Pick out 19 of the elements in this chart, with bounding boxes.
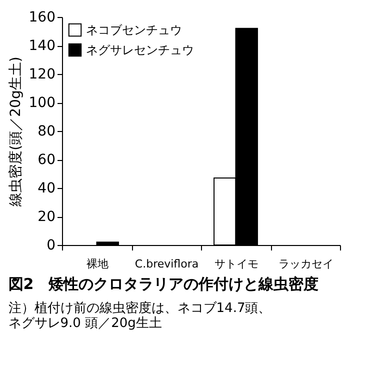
y-tick-label: 160 <box>28 10 56 26</box>
legend-label: ネグサレセンチュウ <box>86 43 194 57</box>
y-tick-label: 40 <box>38 180 56 196</box>
y-tick-label: 60 <box>38 152 56 168</box>
y-axis-title: 線虫密度(頭／20g生土) <box>8 56 24 208</box>
x-tick-label: サトイモ <box>214 258 258 270</box>
text: 注）植付け前の線虫密度は、ネコブ14.7頭、 <box>8 300 272 316</box>
y-tick-label: 20 <box>38 209 56 225</box>
y-tick-label: 120 <box>28 66 56 82</box>
text: 図2 矮性のクロタラリアの作付けと線虫密度 <box>8 275 319 293</box>
y-tick-label: 140 <box>28 38 56 54</box>
x-tick-label: ラッカセイ <box>278 258 334 270</box>
legend-label: ネコブセンチュウ <box>86 23 182 37</box>
x-tick-label: C.breviflora <box>134 258 199 270</box>
y-tick-label: 100 <box>28 95 56 111</box>
y-tick-label: 0 <box>46 238 56 254</box>
text: ネグサレ9.0 頭／20g生土 <box>8 316 162 331</box>
y-tick-label: 80 <box>38 124 56 140</box>
x-tick-label: 裸地 <box>86 258 108 270</box>
